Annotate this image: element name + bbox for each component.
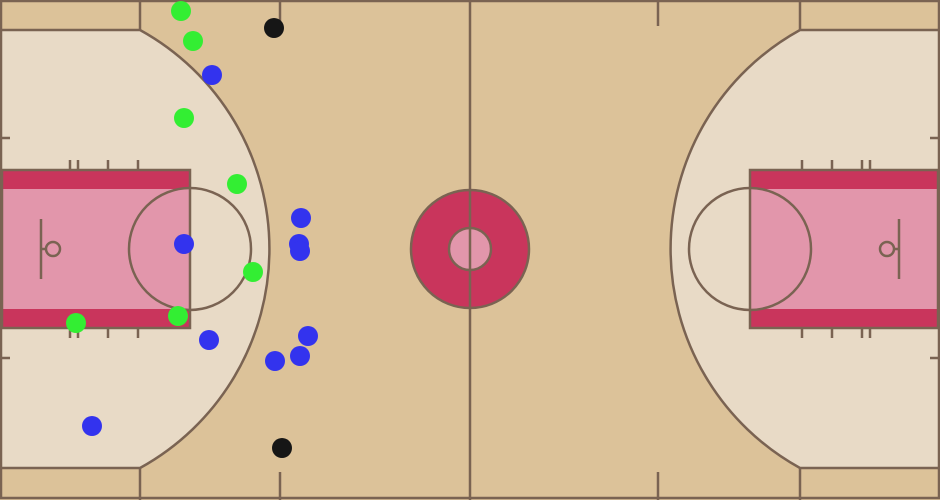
left-free-throw-circle: [127, 186, 253, 312]
blue-player-marker[interactable]: [199, 330, 219, 350]
left-paint: [2, 189, 190, 309]
green-player-marker[interactable]: [171, 1, 191, 21]
green-player-marker[interactable]: [66, 313, 86, 333]
black-player-marker[interactable]: [264, 18, 284, 38]
right-three-point-line: [669, 28, 940, 470]
player-markers: [66, 1, 318, 458]
blue-player-marker[interactable]: [291, 208, 311, 228]
green-player-marker[interactable]: [168, 306, 188, 326]
blue-player-marker[interactable]: [82, 416, 102, 436]
right-paint-band-bottom: [750, 309, 938, 328]
left-paint-band-bottom: [2, 309, 190, 328]
green-player-marker[interactable]: [243, 262, 263, 282]
blue-player-marker[interactable]: [298, 326, 318, 346]
left-paint-band-top: [2, 170, 190, 189]
left-rim: [44, 240, 62, 258]
center-circle-inner-line: [447, 226, 493, 272]
blue-player-marker[interactable]: [290, 241, 310, 261]
right-paint: [750, 189, 938, 309]
left-three-point-line: [0, 28, 271, 470]
green-player-marker[interactable]: [227, 174, 247, 194]
blue-player-marker[interactable]: [202, 65, 222, 85]
blue-player-marker[interactable]: [265, 351, 285, 371]
black-player-marker[interactable]: [272, 438, 292, 458]
green-player-marker[interactable]: [183, 31, 203, 51]
green-player-marker[interactable]: [174, 108, 194, 128]
blue-player-marker[interactable]: [290, 346, 310, 366]
right-rim: [878, 240, 896, 258]
right-paint-band-top: [750, 170, 938, 189]
blue-player-marker[interactable]: [174, 234, 194, 254]
right-free-throw-circle: [687, 186, 813, 312]
center-circle-line: [409, 188, 531, 310]
right-key-outline: [748, 168, 940, 330]
